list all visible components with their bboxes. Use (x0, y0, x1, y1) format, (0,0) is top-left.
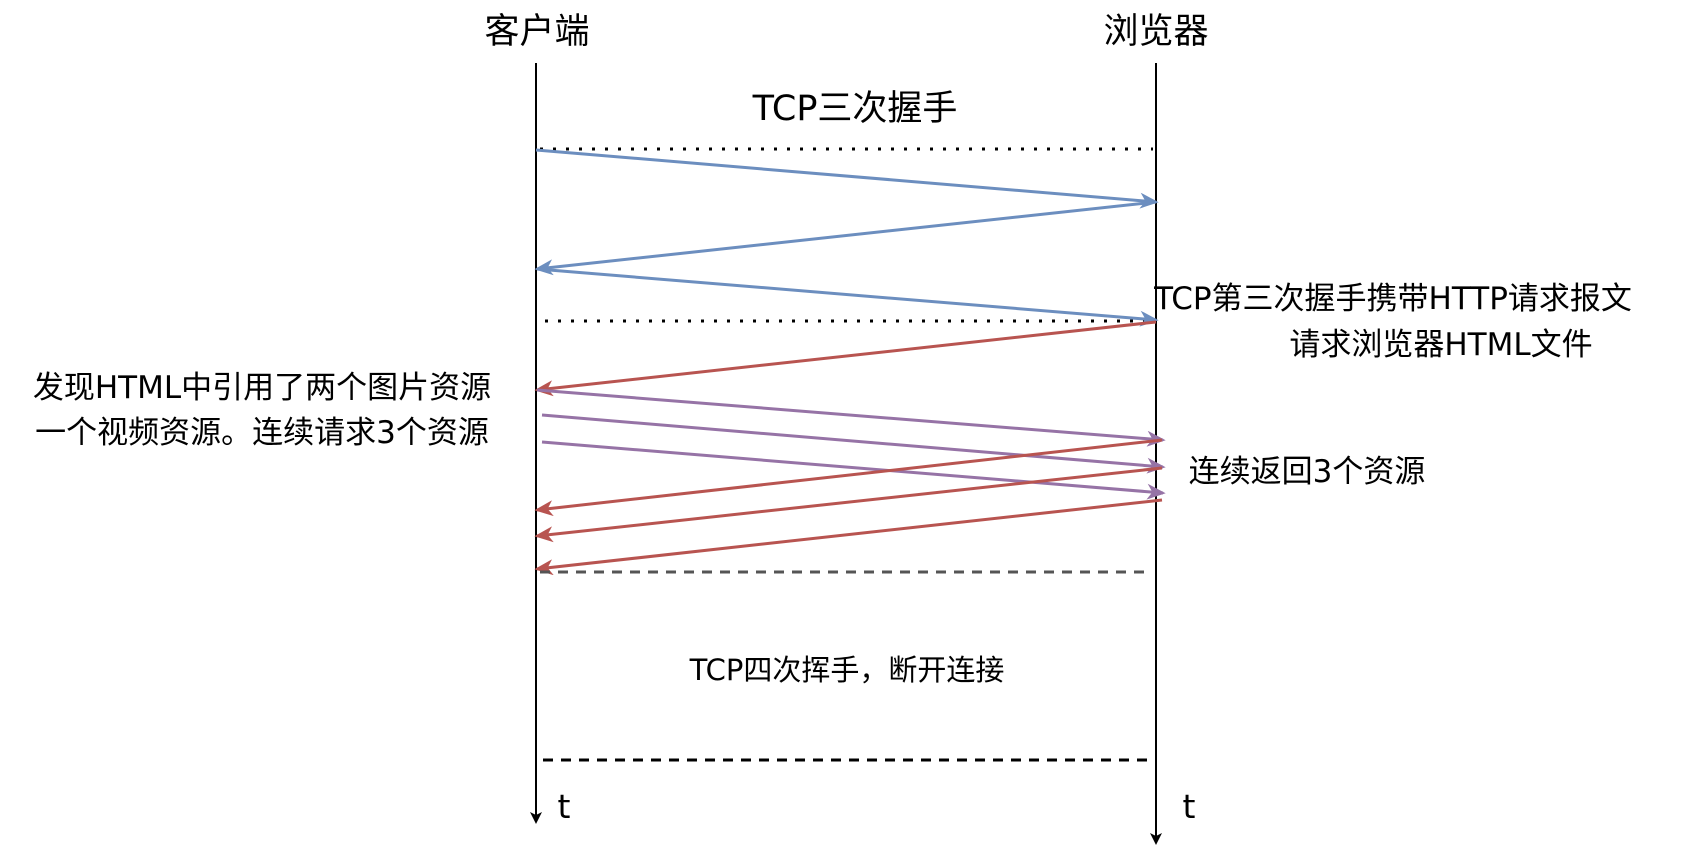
participant-client-label: 客户端 (484, 12, 589, 52)
participant-browser-label: 浏览器 (1103, 12, 1208, 52)
resource-response-2-arrow (534, 466, 1163, 543)
resource-request-3-arrow (541, 440, 1166, 500)
browser-time-label: t (1183, 787, 1196, 826)
ack-http-request-arrow (536, 267, 1159, 327)
return-note: 连续返回3个资源 (1189, 454, 1426, 490)
syn-ack-arrow (534, 200, 1157, 276)
resource-response-1-arrow (534, 438, 1163, 517)
teardown-title: TCP四次挥手，断开连接 (689, 653, 1005, 687)
discover-note-line2: 一个视频资源。连续请求3个资源 (35, 415, 489, 451)
html-response-arrow (534, 320, 1157, 397)
handshake-title: TCP三次握手 (752, 89, 958, 129)
http-request-note-line2: 请求浏览器HTML文件 (1289, 327, 1592, 363)
resource-request-1-arrow (536, 388, 1166, 447)
resource-request-2-arrow (541, 413, 1166, 474)
syn-arrow (535, 148, 1159, 209)
resource-response-3-arrow (534, 498, 1163, 576)
http-request-note-line1: TCP第三次握手携带HTTP请求报文 (1153, 281, 1632, 317)
discover-note-line1: 发现HTML中引用了两个图片资源 (33, 370, 491, 406)
client-time-label: t (558, 787, 571, 826)
